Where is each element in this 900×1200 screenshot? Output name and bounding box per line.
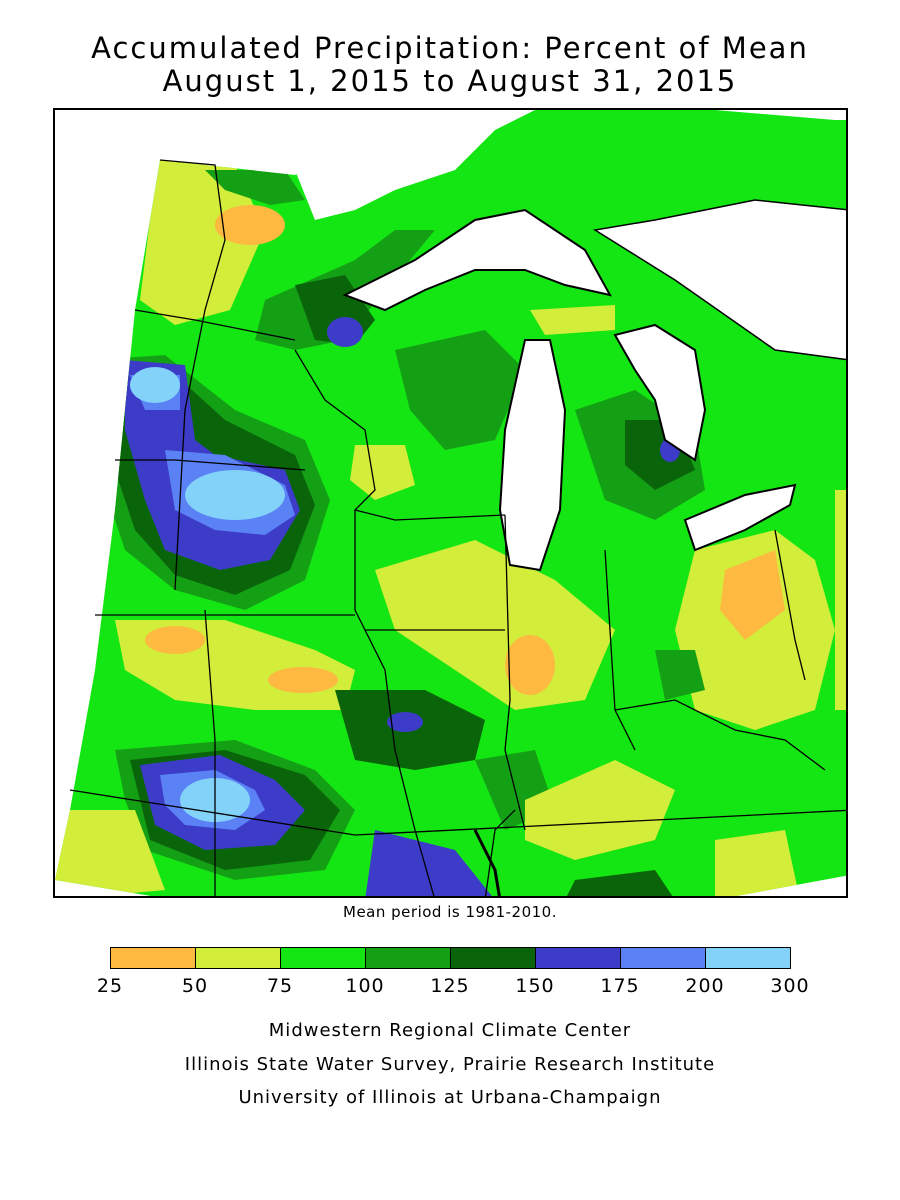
- band-50-75-east-edge: [835, 490, 846, 710]
- legend-tick-label: 50: [181, 975, 209, 997]
- legend-swatch: [535, 947, 621, 969]
- border-ks-ok: [69, 789, 846, 836]
- band-50-75-wi: [350, 445, 415, 500]
- mississippi: [484, 809, 516, 896]
- map-canvas: [55, 110, 846, 896]
- band-100-125-northedge: [205, 170, 305, 205]
- band-50-75-ky-east: [715, 830, 800, 896]
- band-100-125-in: [655, 650, 705, 700]
- color-legend: [110, 947, 791, 969]
- legend-swatch: [195, 947, 281, 969]
- lake-michigan: [498, 339, 567, 572]
- lake-huron: [613, 323, 707, 462]
- band-150-175-mo: [387, 712, 423, 732]
- precipitation-map: [53, 108, 848, 898]
- credit-mrcc: Midwestern Regional Climate Center: [268, 1020, 632, 1041]
- band-150-175-south: [365, 830, 495, 896]
- band-100-125-wi: [395, 330, 525, 450]
- legend-swatch: [450, 947, 536, 969]
- band-25-50-il: [505, 635, 555, 695]
- band-150-175-mn: [327, 317, 363, 347]
- legend-swatch: [620, 947, 706, 969]
- legend-swatch: [280, 947, 366, 969]
- band-25-50-oh: [720, 550, 785, 640]
- great-lakes: [215, 110, 846, 572]
- band-25-50-ne-east: [268, 667, 338, 693]
- legend-swatch: [705, 947, 791, 969]
- legend-tick-label: 300: [770, 975, 810, 997]
- legend-swatch: [110, 947, 196, 969]
- river-ms: [473, 829, 501, 896]
- border-mn-wi: [294, 349, 506, 521]
- legend-tick-label: 75: [266, 975, 294, 997]
- border-il-in: [504, 514, 526, 831]
- legend-tick-label: 25: [96, 975, 124, 997]
- credit-uiuc: University of Illinois at Urbana-Champai…: [238, 1087, 662, 1108]
- mean-period-note: Mean period is 1981-2010.: [343, 903, 557, 921]
- band-50-75-ky: [525, 760, 675, 860]
- state-borders: [69, 159, 846, 896]
- legend-tick-label: 100: [345, 975, 385, 997]
- map-title: Accumulated Precipitation: Percent of Me…: [91, 31, 809, 65]
- legend-tick-label: 125: [430, 975, 470, 997]
- border-oh-pa: [774, 529, 806, 681]
- band-50-75-sw: [55, 810, 165, 896]
- lake-erie: [683, 483, 797, 552]
- band-200-300-nd: [130, 367, 180, 403]
- border-nd-sd: [134, 309, 296, 341]
- canada-north: [215, 110, 535, 220]
- band-25-50-north: [215, 205, 285, 245]
- legend-tick-label: 150: [515, 975, 555, 997]
- band-50-75-up: [530, 305, 615, 335]
- band-50-75-nd: [140, 160, 265, 325]
- canada-area: [592, 199, 846, 361]
- border-ks-mo: [204, 609, 216, 896]
- border-nd-mt: [159, 159, 226, 591]
- band-200-300-sd: [185, 470, 285, 520]
- band-25-50-ne-west: [145, 626, 205, 654]
- credit-isws: Illinois State Water Survey, Prairie Res…: [184, 1054, 716, 1075]
- border-ia-mo: [354, 510, 505, 631]
- border-ky-oh: [614, 699, 826, 771]
- band-50-75-ia-il: [375, 540, 615, 710]
- legend-tick-label: 200: [685, 975, 725, 997]
- band-125-150-tn: [565, 870, 675, 896]
- map-date-range: August 1, 2015 to August 31, 2015: [162, 64, 738, 98]
- border-mo-il: [364, 629, 435, 896]
- legend-tick-label: 175: [600, 975, 640, 997]
- border-sd-ne: [115, 459, 306, 471]
- lake-superior: [342, 208, 612, 312]
- legend-swatch: [365, 947, 451, 969]
